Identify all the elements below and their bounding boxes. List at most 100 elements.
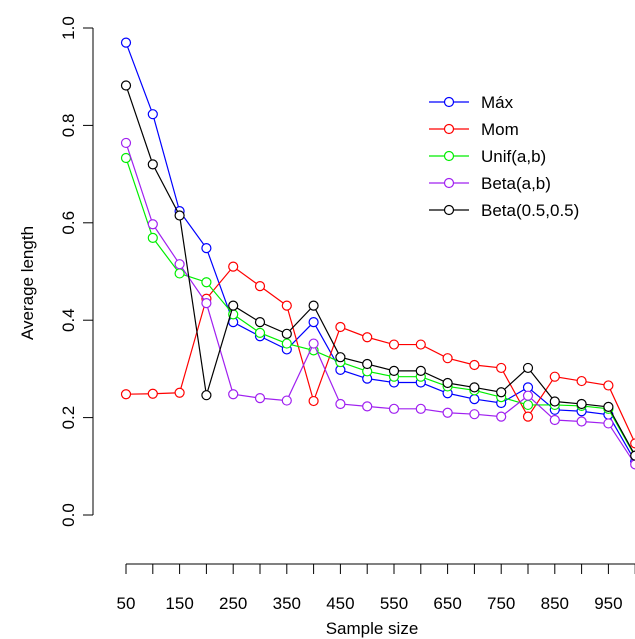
data-point [522,399,534,411]
data-point [254,393,266,404]
data-point [281,338,292,349]
x-axis-label: Sample size [326,619,419,638]
data-point [335,398,346,410]
legend-item-unif-a-b: Unif(a,b) [429,147,546,166]
data-point [442,353,453,364]
x-tick-label: 850 [541,594,569,613]
data-point [228,261,239,272]
data-point [228,300,239,311]
y-tick-label: 0.8 [59,114,78,138]
data-point [362,358,373,370]
legend-marker [443,177,455,189]
chart-legend: Máx Mom Unif(a,b) Beta(a,b) Beta(0.5,0.5) [429,93,579,220]
chart-series-layer [120,37,635,470]
data-point [603,380,614,391]
series-line [125,265,635,444]
x-tick-label: 150 [165,594,193,613]
legend-item-m-x: Máx [429,93,514,112]
chart-axes: 50 150 250 350 450 550 650 750 850 950 0.0 0.2 0.4 0.… [59,16,635,613]
data-point [469,382,480,393]
data-point [147,232,158,243]
data-point [174,259,185,270]
series-unif-a-b [120,152,635,462]
data-point [522,390,534,401]
data-point [147,219,158,230]
data-point [120,152,132,164]
y-tick-label: 0.0 [59,503,78,527]
data-point [308,317,319,328]
data-point [549,414,560,426]
data-point [308,300,319,311]
y-tick-label: 0.6 [59,211,78,235]
data-point [549,396,560,407]
y-axis-label: Average length [18,226,37,340]
series-mom [120,261,635,449]
data-point [254,317,266,328]
x-tick-label: 950 [594,594,622,613]
x-tick-label: 250 [219,594,247,613]
legend-item-beta-a-b: Beta(a,b) [429,174,551,193]
data-point [335,321,346,333]
data-point [442,407,453,418]
data-point [201,390,212,401]
legend-label: Beta(0.5,0.5) [481,201,579,220]
data-point [388,365,400,376]
legend-item-beta-0-5-0-5: Beta(0.5,0.5) [429,201,579,220]
legend-marker [443,204,455,216]
data-point [496,411,507,422]
data-point [120,80,132,91]
data-point [362,332,373,343]
data-point [415,339,426,350]
data-point [522,411,534,422]
data-point [174,387,185,398]
data-point [174,210,185,221]
data-point [469,359,480,371]
x-tick-label: 350 [273,594,301,613]
x-tick-label: 750 [487,594,515,613]
data-point [415,365,426,376]
data-point [415,403,426,414]
data-point [388,403,400,414]
legend-label: Mom [481,120,519,139]
data-point [147,109,158,120]
series-line [125,142,635,465]
data-point [308,395,319,407]
x-tick-label: 50 [117,594,136,613]
data-point [442,377,453,389]
y-tick-label: 1.0 [59,16,78,40]
data-point [576,416,587,427]
data-point [469,409,480,420]
data-point [308,338,319,349]
x-tick-label: 650 [433,594,461,613]
data-point [603,401,614,412]
data-point [522,382,534,393]
data-point [201,243,212,254]
data-point [201,298,212,309]
data-point [281,395,292,406]
data-point [549,371,560,382]
x-tick-label: 450 [326,594,354,613]
data-point [281,328,292,339]
data-point [281,300,292,311]
data-point [254,281,266,292]
legend-marker [443,123,455,135]
series-beta-0-5-0-5 [120,80,635,461]
data-point [120,137,132,149]
data-point [630,438,635,449]
data-point [201,277,212,288]
series-beta-a-b [120,137,635,470]
legend-marker [443,96,455,108]
data-point [630,450,635,461]
legend-marker [443,150,455,162]
y-tick-label: 0.4 [59,308,78,332]
legend-label: Máx [481,93,514,112]
data-point [496,362,507,374]
series-line [125,85,635,456]
data-point [228,389,239,400]
data-point [254,327,266,338]
data-point [120,389,132,400]
legend-label: Unif(a,b) [481,147,546,166]
legend-label: Beta(a,b) [481,174,551,193]
data-point [335,352,346,363]
